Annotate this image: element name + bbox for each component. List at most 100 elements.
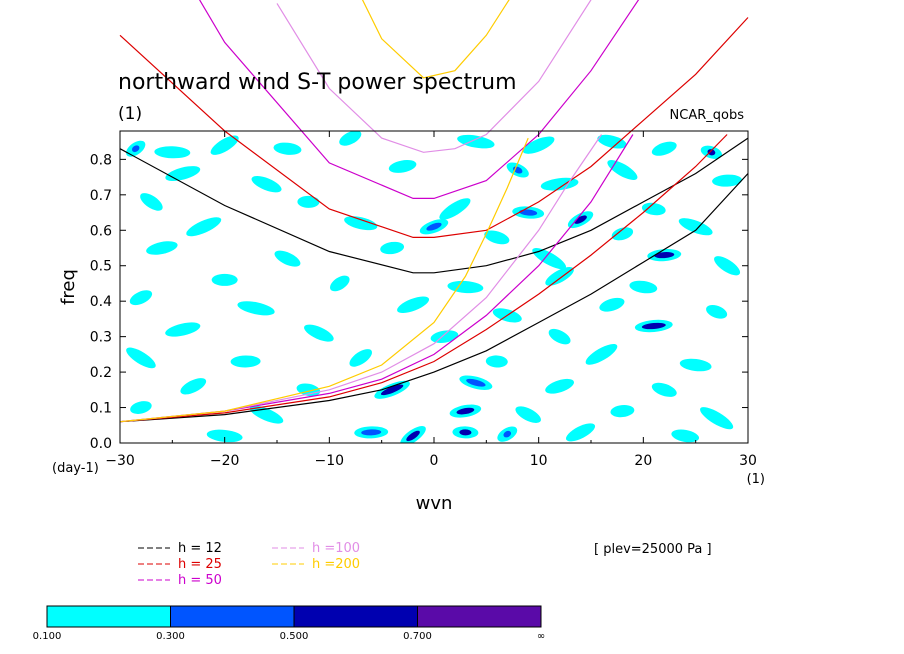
contour-blob-core (707, 149, 716, 156)
contour-blob (237, 301, 275, 316)
contour-blob (230, 355, 261, 368)
chart-title-units: (1) (118, 104, 142, 124)
contour-blob (180, 378, 207, 395)
colorbar-label: 0.300 (156, 631, 185, 642)
contour-blob (706, 305, 728, 319)
contour-blob (439, 198, 471, 220)
contour-blob (599, 297, 625, 312)
contour-blob (154, 146, 191, 159)
contour-blob (130, 401, 152, 414)
contour-blob (651, 141, 677, 156)
colorbar-label: 0.500 (280, 631, 309, 642)
contour-blob (210, 135, 239, 155)
colorbar-label: ∞ (537, 631, 545, 642)
y-tick-label: 0.2 (90, 365, 112, 381)
contour-blob (251, 176, 282, 193)
contour-blob (186, 217, 222, 237)
contour-blob (165, 166, 201, 181)
dispersion-curve (119, 134, 634, 423)
y-tick-label: 0.4 (90, 294, 112, 310)
x-tick-label: 30 (739, 453, 757, 469)
contour-blob (274, 250, 301, 267)
x-tick-label: −20 (210, 453, 240, 469)
contour-blob (485, 355, 508, 368)
colorbar-label: 0.700 (403, 631, 432, 642)
contour-blob (679, 358, 712, 372)
dispersion-curve (119, 17, 749, 238)
contour-blob-core (574, 215, 587, 224)
legend-label: h =100 (312, 541, 360, 556)
contour-blob (129, 290, 153, 306)
dispersion-curve (119, 137, 749, 274)
contour-blob (339, 131, 362, 146)
contour-blob-core (459, 429, 472, 436)
y-tick-label: 0.0 (90, 436, 112, 452)
contour-blob (712, 174, 743, 187)
dispersion-curve (119, 173, 749, 423)
contour-blob (349, 349, 373, 367)
contour-blob (140, 193, 163, 211)
y-axis-label: freq (58, 269, 79, 305)
contour-blob-core (426, 222, 442, 231)
x-tick-label: 20 (634, 453, 652, 469)
contour-field (126, 131, 743, 443)
dispersion-curve (276, 0, 592, 153)
contour-blob (607, 160, 638, 180)
x-axis-label: wvn (416, 493, 453, 514)
chart-title: northward wind S-T power spectrum (118, 70, 517, 95)
contour-blob (330, 275, 350, 292)
contour-blob-core (519, 209, 538, 216)
contour-blob (397, 296, 430, 314)
contour-blob (304, 324, 334, 342)
contour-blob (457, 134, 495, 149)
contour-blob-core (361, 429, 382, 436)
axis-ticks: −30 −20 −10 0 10 20 30 0.0 0.1 0.2 0.3 0.4 0.5 0.6 0.7… (90, 131, 757, 469)
contour-blob (678, 218, 713, 236)
colorbar: 0.100 0.300 0.500 0.700 ∞ (33, 605, 545, 642)
contour-blob-core (641, 322, 666, 330)
contour-blob (700, 407, 734, 430)
legend-label: h =200 (312, 557, 360, 572)
contour-blob (211, 273, 238, 286)
contour-blob (388, 159, 417, 173)
contour-blob-core (456, 407, 475, 415)
y-tick-label: 0.8 (90, 152, 112, 168)
plev-annotation: [ plev=25000 Pa ] (594, 542, 712, 557)
contour-blob (344, 216, 378, 231)
contour-blob (597, 134, 627, 149)
contour-blob (611, 227, 634, 241)
colorbar-segment (170, 605, 295, 628)
contour-blob (273, 142, 302, 155)
colorbar-label: 0.100 (33, 631, 62, 642)
dispersion-curve (119, 134, 602, 423)
contour-blob (566, 423, 596, 442)
contour-blob (380, 241, 405, 255)
dispersion-curves (119, 0, 749, 423)
contour-blob (585, 343, 618, 365)
contour-blob (430, 330, 459, 343)
dispersion-curve (119, 137, 529, 423)
contour-blob (651, 382, 677, 397)
contour-blob (165, 322, 201, 337)
colorbar-segment (293, 605, 418, 628)
dispersion-curve (119, 134, 728, 423)
contour-blob (126, 347, 156, 369)
source-label: NCAR_qobs (670, 108, 745, 123)
x-tick-label: −30 (105, 453, 135, 469)
dispersion-curve (198, 0, 640, 199)
dispersion-curve (361, 0, 510, 79)
contour-blob (629, 280, 658, 294)
contour-blob-core (406, 430, 420, 442)
contour-blob (447, 280, 484, 294)
contour-blob (297, 195, 320, 208)
x-tick-label: 0 (430, 453, 439, 469)
contour-blob-core (131, 145, 140, 153)
contour-blob (532, 248, 567, 270)
contour-blob (484, 230, 510, 245)
y-tick-label: 0.7 (90, 188, 112, 204)
y-tick-label: 0.5 (90, 259, 112, 275)
contour-blob-core (466, 378, 486, 387)
y-axis-units: (day-1) (52, 461, 99, 476)
